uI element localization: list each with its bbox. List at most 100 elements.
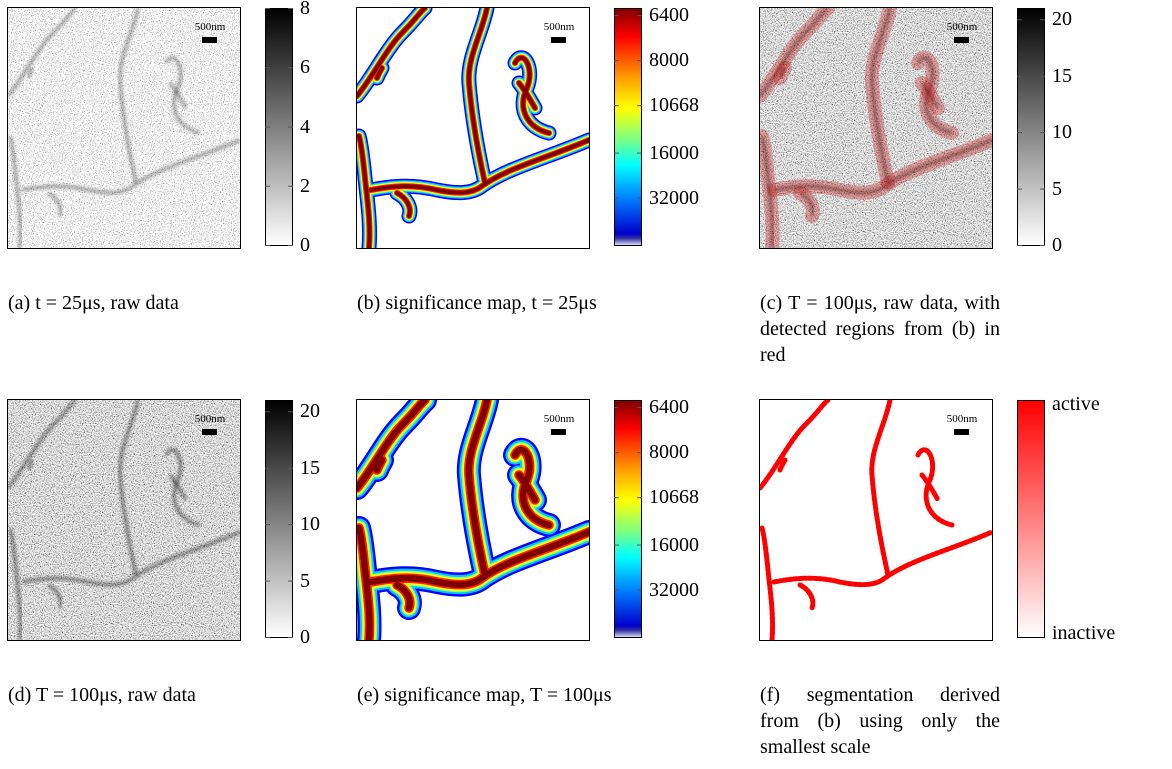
colorbar: [1017, 8, 1045, 246]
filament: [8, 135, 23, 249]
caption: (d) T = 100μs, raw data: [8, 682, 196, 708]
scalebar: [954, 429, 969, 435]
colorbar-label: inactive: [1052, 622, 1116, 644]
colorbar: [1017, 400, 1045, 638]
image-content: 500nm: [356, 7, 590, 249]
segmentation: [919, 472, 941, 503]
scalebar-label: 500nm: [947, 21, 978, 33]
colorbar-label: 8000: [649, 49, 689, 72]
significance-region: [375, 66, 384, 80]
detected-region: [767, 133, 993, 200]
filament: [8, 527, 23, 641]
colorbar-label: 10: [300, 513, 320, 536]
filament: [760, 135, 775, 249]
scalebar: [202, 429, 217, 435]
detected-region: [773, 61, 792, 85]
colorbar-label: 5: [1052, 177, 1062, 200]
filament: [759, 7, 830, 98]
caption: (c) T = 100μs, raw data, with detected r…: [760, 290, 1000, 368]
caption: (b) significance map, t = 25μs: [357, 290, 597, 316]
significance-region: [395, 191, 412, 218]
caption-text: segmentation derived from (b) using only…: [760, 684, 1000, 758]
segmentation: [759, 399, 831, 491]
colorbar-label: 32000: [649, 578, 699, 601]
filament: [21, 530, 241, 587]
scalebar-label: 500nm: [947, 413, 978, 425]
scalebar: [551, 429, 566, 435]
colorbar-label: 16000: [649, 533, 699, 556]
filament: [778, 67, 787, 79]
colorbar: [614, 8, 642, 246]
caption-text: T = 100μs, raw data, with detected regio…: [760, 292, 1000, 366]
caption: (e) significance map, T = 100μs: [357, 682, 612, 708]
frame: [7, 399, 241, 641]
scalebar: [202, 37, 217, 43]
image-content: 500nm: [7, 7, 241, 249]
scalebar-label: 500nm: [544, 413, 575, 425]
significance-region: [517, 81, 537, 110]
caption-label: (d): [8, 684, 32, 706]
image-content: 500nm: [759, 399, 993, 641]
filament: [773, 138, 993, 195]
colorbar-label: 0: [1052, 234, 1062, 256]
colorbar-label: 0: [300, 234, 310, 256]
filament: [47, 191, 63, 217]
significance-region: [373, 456, 386, 474]
colorbar-label: active: [1052, 393, 1100, 415]
frame: [759, 7, 993, 249]
caption-label: (f): [760, 684, 780, 706]
significance-region: [466, 7, 489, 185]
significance-region: [356, 524, 373, 641]
caption-label: (c): [760, 292, 783, 314]
image-panel: 500nm: [759, 399, 993, 641]
filament: [7, 399, 78, 490]
scalebar-label: 500nm: [195, 413, 226, 425]
detected-region: [759, 7, 835, 103]
image-panel: 500nm: [356, 399, 590, 641]
image-panel: 500nm: [7, 7, 241, 249]
significance-region: [369, 138, 590, 195]
image-content: 500nm: [356, 399, 590, 641]
caption-label: (e): [357, 684, 380, 706]
filament: [168, 81, 188, 110]
filament: [869, 7, 892, 184]
colorbar-fill: [614, 8, 642, 246]
image-panel: 500nm: [356, 7, 590, 249]
colorbar-fill: [1017, 8, 1045, 246]
colorbar-label: 10668: [649, 94, 699, 117]
colorbar-label: 15: [300, 456, 320, 479]
segmentation: [771, 529, 993, 588]
segmentation: [797, 582, 816, 611]
caption-text: t = 25μs, raw data: [35, 292, 179, 314]
segmentation: [915, 447, 955, 528]
caption-label: (b): [357, 292, 381, 314]
image-panel: 500nm: [759, 7, 993, 249]
colorbar-label: 20: [1052, 8, 1072, 31]
filament: [916, 55, 953, 135]
image-content: 500nm: [7, 399, 241, 641]
caption-label: (a): [8, 292, 31, 314]
colorbar-label: 20: [300, 400, 320, 423]
significance-region: [356, 399, 429, 492]
caption-text: significance map, T = 100μs: [384, 684, 612, 706]
significance-region: [356, 7, 427, 98]
colorbar-label: 8: [300, 0, 310, 19]
filament: [7, 7, 78, 98]
filament: [47, 583, 63, 609]
colorbar-fill: [1017, 400, 1045, 638]
caption: (a) t = 25μs, raw data: [8, 290, 179, 316]
filament: [26, 459, 35, 471]
significance-region: [515, 471, 539, 504]
caption-text: T = 100μs, raw data: [35, 684, 196, 706]
frame: [759, 399, 993, 641]
frame: [356, 7, 590, 249]
colorbar-label: 6: [300, 56, 310, 79]
scalebar: [551, 37, 566, 43]
image-content: 500nm: [759, 7, 993, 249]
colorbar-label: 5: [300, 569, 310, 592]
detected-region: [911, 50, 959, 140]
colorbar-label: 6400: [649, 396, 689, 419]
colorbar-label: 32000: [649, 186, 699, 209]
colorbar-label: 6400: [649, 4, 689, 27]
